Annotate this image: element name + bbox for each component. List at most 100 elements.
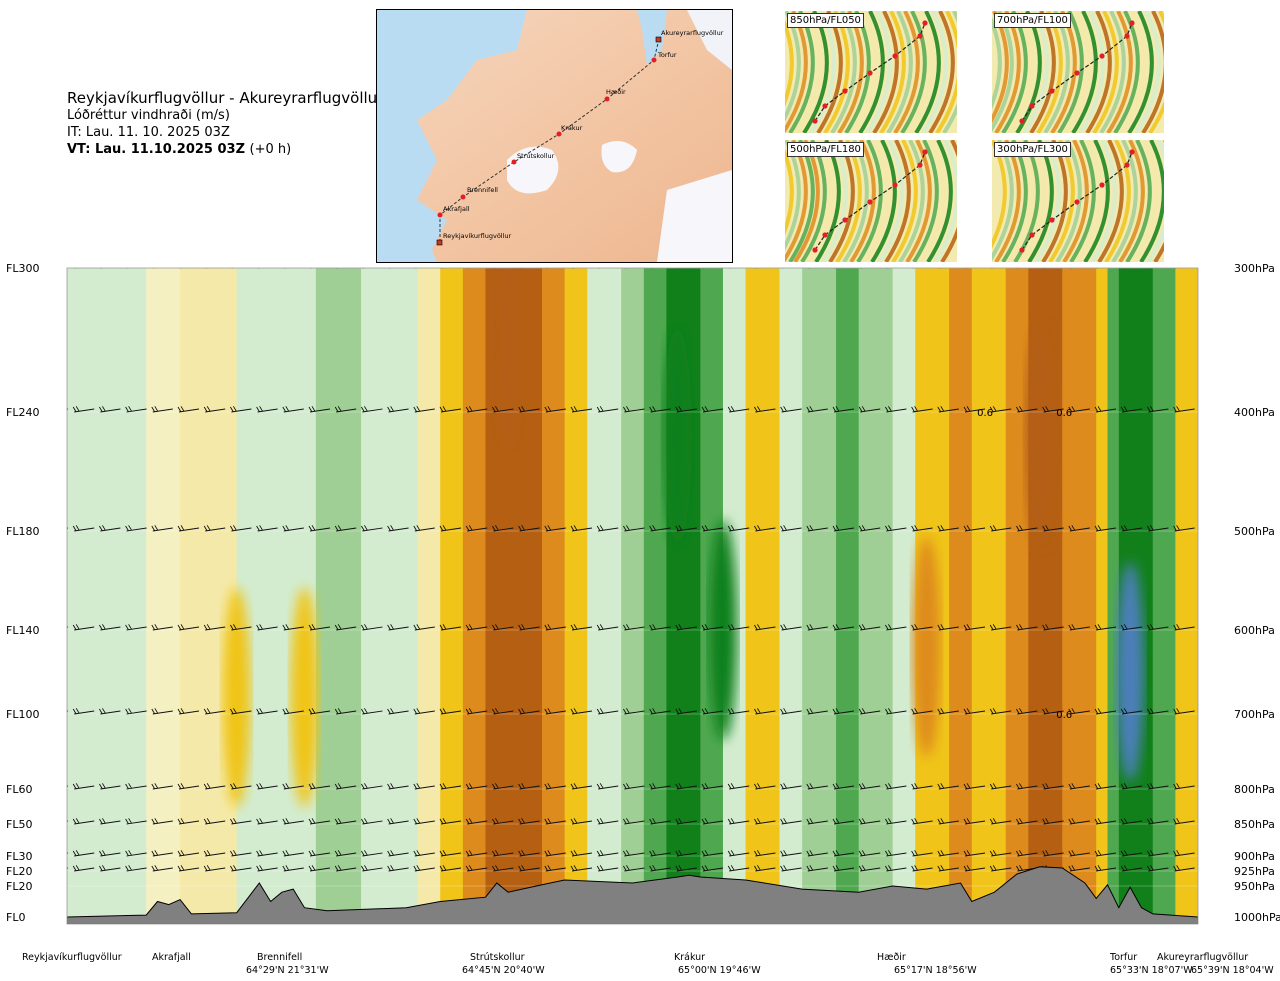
- wind-barb: [989, 406, 1012, 413]
- band-23: [892, 268, 916, 924]
- wind-barb: [282, 525, 304, 532]
- wind-barb: [492, 865, 514, 872]
- thumbnail-stripe: [872, 11, 899, 133]
- waypoint-coord-6: 65°33'N 18°07'W: [1110, 965, 1193, 976]
- wind-barb: [675, 865, 697, 872]
- thumbnail-700[interactable]: 700hPa/FL100: [992, 11, 1164, 133]
- wind-barb: [1120, 525, 1143, 532]
- wind-barb: [1094, 525, 1117, 532]
- wind-barb: [989, 525, 1012, 532]
- wind-barb: [989, 708, 1012, 715]
- thumbnail-500[interactable]: 500hPa/FL180: [785, 140, 957, 262]
- wind-barb: [177, 624, 200, 631]
- wind-barb: [1068, 525, 1090, 532]
- wind-barb: [439, 525, 462, 532]
- wind-barb: [203, 818, 226, 825]
- wind-barb: [203, 783, 226, 790]
- wind-barb: [413, 708, 435, 715]
- thumbnail-waypoint: [822, 103, 828, 109]
- map-label-torfur: Torfur: [657, 51, 677, 59]
- thumbnail-stripe: [891, 140, 918, 262]
- wind-barb: [596, 525, 619, 532]
- map-route-line: [439, 42, 659, 242]
- wind-barb: [911, 865, 933, 872]
- wind-barb: [67, 785, 69, 787]
- wind-barb: [1173, 525, 1195, 532]
- thumbnail-stripe: [1099, 11, 1126, 133]
- thumbnail-waypoint: [922, 20, 928, 26]
- wind-barb: [413, 406, 435, 413]
- wind-barb: [72, 783, 95, 790]
- thumbnail-stripe: [856, 140, 883, 262]
- wind-barb: [492, 818, 514, 825]
- wind-barb: [439, 708, 462, 715]
- hpa-label-0: 300hPa: [1234, 262, 1275, 275]
- thumbnail-waypoint: [1029, 103, 1035, 109]
- wind-barb: [493, 268, 497, 269]
- fl-label-0: FL300: [6, 262, 39, 275]
- wind-barb: [544, 624, 566, 631]
- wind-barb: [544, 783, 566, 790]
- wind-barb: [151, 406, 173, 413]
- map-marker-akrafjall: [437, 212, 443, 218]
- wind-barb: [834, 268, 838, 269]
- fl-label-9: FL20: [6, 880, 32, 893]
- map-sea-west: [377, 10, 527, 262]
- wind-barb: [125, 708, 147, 715]
- thumbnail-300[interactable]: 300hPa/FL300: [992, 140, 1164, 262]
- wind-barb: [544, 850, 566, 857]
- parameter-label: Lóðréttur vindhraði (m/s): [67, 108, 230, 123]
- wind-barb: [439, 783, 462, 790]
- core-5: [222, 587, 251, 808]
- wind-barb: [125, 818, 147, 825]
- wind-barb: [624, 268, 628, 269]
- wind-barb: [492, 850, 514, 857]
- waypoint-name-1: Akrafjall: [152, 952, 191, 963]
- band-11: [564, 268, 588, 924]
- map-glacier-hofsjokull: [601, 141, 637, 173]
- wind-barb: [649, 624, 671, 631]
- wind-barb: [596, 406, 619, 413]
- wind-barb: [727, 708, 750, 715]
- vertical-velocity-cores: [222, 268, 1145, 808]
- band-7: [440, 268, 464, 924]
- wind-barb: [256, 624, 278, 631]
- wind-barb: [545, 268, 549, 269]
- wind-barb: [1120, 708, 1143, 715]
- thumbnail-stripe: [1127, 11, 1154, 133]
- wind-barb: [781, 268, 785, 269]
- core-0: [494, 268, 523, 450]
- wind-barb: [230, 865, 252, 872]
- wind-barb: [308, 708, 331, 715]
- wind-barb: [780, 624, 802, 631]
- core-1: [663, 325, 692, 546]
- band-13: [621, 268, 645, 924]
- thumbnail-stripe: [1139, 140, 1164, 262]
- wind-barb: [387, 818, 409, 825]
- wind-barb: [1147, 850, 1169, 857]
- wind-barb: [256, 865, 278, 872]
- thumbnail-850[interactable]: 850hPa/FL050: [785, 11, 957, 133]
- band-0: [67, 268, 147, 924]
- wind-barb: [1173, 865, 1195, 872]
- wind-barb: [1094, 783, 1117, 790]
- map-label-reykjavik: Reykjavíkurflugvöllur: [443, 232, 512, 240]
- wind-barb: [492, 783, 514, 790]
- thumbnail-stripe: [1062, 140, 1089, 262]
- wind-barb: [1174, 268, 1178, 269]
- wind-barb: [518, 865, 540, 872]
- wind-barb: [518, 818, 540, 825]
- wind-barb: [151, 624, 173, 631]
- map-marker-strutskollur: [511, 159, 517, 165]
- wind-barb: [282, 783, 304, 790]
- wind-barb: [623, 406, 645, 413]
- wind-barb: [963, 783, 986, 790]
- wind-barb: [1122, 268, 1126, 269]
- thumbnail-stripe: [1125, 140, 1152, 262]
- wind-barb: [439, 406, 462, 413]
- map-label-haedir: Hæðir: [606, 88, 626, 96]
- wind-barb: [598, 268, 602, 269]
- wind-barb: [151, 850, 173, 857]
- wind-barb: [754, 406, 776, 413]
- fl-label-5: FL60: [6, 783, 32, 796]
